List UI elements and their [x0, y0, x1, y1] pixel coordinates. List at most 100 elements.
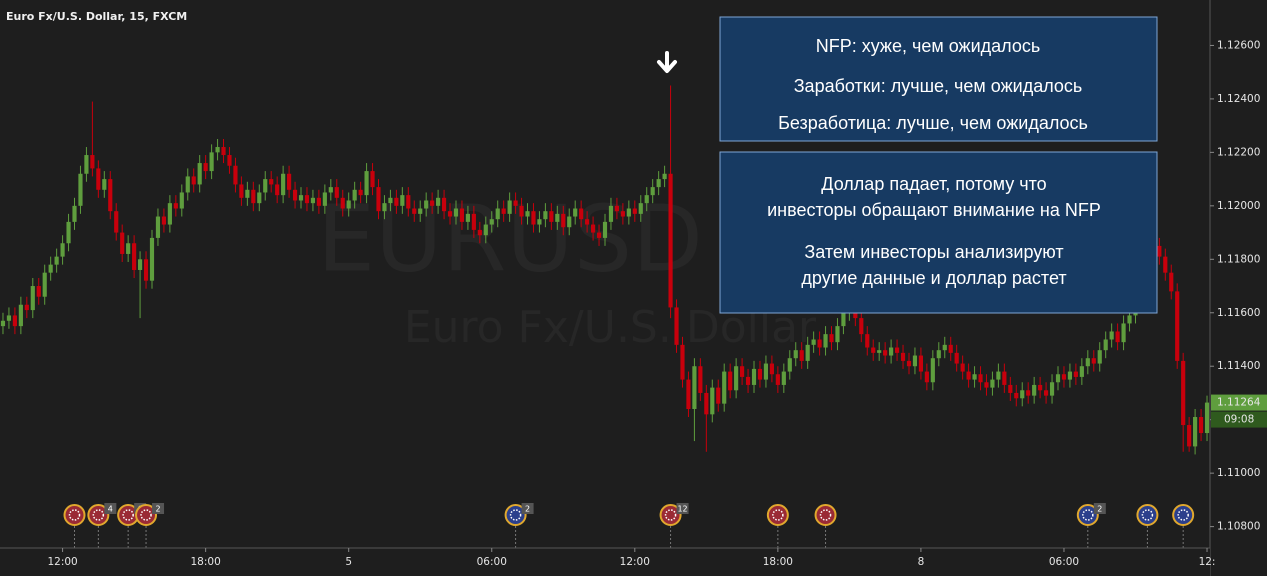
candle-body	[78, 173, 83, 206]
plot: 4622122	[0, 85, 1210, 548]
event-icon[interactable]	[1172, 504, 1195, 526]
candle-body	[394, 197, 399, 206]
candle-body	[287, 173, 292, 190]
arrow-icon	[657, 51, 677, 73]
candle-body	[257, 192, 262, 204]
y-tick-label: 1.12400	[1217, 93, 1260, 105]
candle-body	[775, 374, 780, 385]
candle-body	[1157, 245, 1162, 257]
candle-body	[1061, 374, 1067, 380]
candle-body	[948, 344, 953, 353]
candle-body	[167, 203, 172, 225]
x-tick-label: 12:00	[47, 556, 77, 568]
candle-body	[650, 187, 655, 196]
candle-body	[745, 376, 751, 385]
candle-body	[161, 216, 167, 225]
event-icon[interactable]	[1076, 504, 1099, 526]
candle-body	[388, 197, 393, 204]
candle-body	[942, 344, 947, 351]
candle-body	[298, 195, 304, 201]
current-price-label: 1.11264	[1217, 397, 1261, 409]
candle-body	[477, 229, 482, 236]
current-price-box	[1211, 394, 1267, 411]
candle-body	[1014, 392, 1019, 399]
event-icon-inner	[1141, 509, 1154, 521]
candle-body	[805, 344, 810, 361]
candle-body	[406, 195, 411, 209]
candle-body	[954, 352, 959, 364]
candle-body	[1038, 384, 1043, 391]
x-tick-label: 06:00	[1049, 556, 1079, 568]
candle-body	[1127, 315, 1132, 324]
event-icon[interactable]	[659, 504, 682, 526]
candle-body	[233, 165, 238, 185]
candle-body	[126, 243, 131, 254]
annotation-box	[719, 16, 1158, 142]
candle-body	[823, 334, 828, 348]
event-badge	[1093, 503, 1106, 514]
event-icon[interactable]	[135, 504, 158, 526]
candle-body	[889, 347, 894, 356]
candle-body	[918, 355, 923, 372]
event-icon[interactable]	[504, 504, 527, 526]
candle-body	[1097, 350, 1102, 364]
event-icon[interactable]	[1136, 504, 1159, 526]
candle-body	[12, 315, 17, 327]
candle-body	[322, 192, 327, 206]
candle-body	[1079, 366, 1084, 377]
x-tick-label: 12:	[1199, 556, 1216, 568]
event-icon[interactable]	[766, 504, 789, 526]
candle-body	[132, 243, 137, 270]
event-icon[interactable]	[87, 504, 110, 526]
candle-body	[1085, 358, 1090, 367]
candle-body	[865, 334, 870, 348]
candle-body	[1109, 331, 1114, 340]
candle-body	[90, 155, 95, 169]
candle-body	[501, 208, 506, 214]
candle-body	[757, 368, 763, 380]
candle-body	[179, 192, 184, 209]
candle-body	[60, 243, 65, 257]
candle-body	[632, 208, 637, 214]
event-icon[interactable]	[63, 504, 86, 526]
candle-body	[185, 176, 190, 193]
candle-body	[382, 203, 387, 212]
candle-body	[24, 304, 29, 311]
candle-body	[525, 211, 530, 217]
candle-body	[334, 187, 339, 198]
candle-body	[6, 315, 12, 321]
x-tick-label: 8	[918, 556, 925, 568]
candle-body	[769, 363, 774, 375]
event-icon[interactable]	[814, 504, 837, 526]
candle-body	[436, 197, 441, 206]
event-count: 2	[1097, 505, 1102, 514]
y-tick-label: 1.11800	[1217, 253, 1260, 265]
candle-body	[883, 350, 888, 356]
candle-body	[1121, 323, 1126, 343]
candle-body	[215, 147, 220, 153]
event-icon-inner	[772, 509, 784, 521]
candle-body	[704, 392, 709, 415]
candle-body	[1043, 390, 1049, 396]
event-icon-inner	[122, 509, 134, 521]
event-badge	[104, 503, 117, 514]
x-tick-label: 12:00	[620, 556, 650, 568]
countdown-label: 09:08	[1224, 414, 1254, 426]
candle-body	[656, 179, 661, 188]
chart-title: Euro Fx/U.S. Dollar, 15, FXCM	[6, 10, 187, 23]
candle-body	[680, 344, 685, 380]
candle-body	[930, 358, 935, 383]
candle-body	[1181, 360, 1186, 426]
candle-body	[900, 352, 906, 361]
candle-body	[686, 379, 691, 409]
annotation-text: другие данные и доллар растет	[801, 268, 1066, 288]
candle-body	[996, 371, 1001, 380]
candle-body	[573, 208, 578, 217]
candle-body	[1008, 384, 1013, 393]
candle-body	[966, 371, 971, 380]
candle-body	[96, 168, 101, 190]
candle-body	[1026, 390, 1031, 396]
candle-body	[924, 371, 929, 383]
candle-body	[358, 189, 363, 196]
candle-body	[567, 216, 572, 228]
